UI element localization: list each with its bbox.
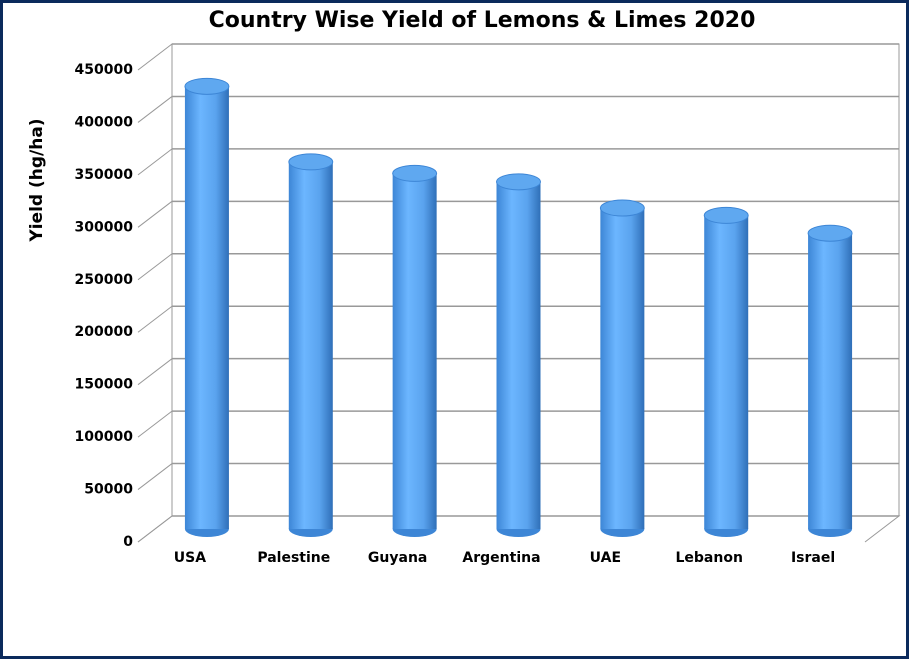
chart-title: Country Wise Yield of Lemons & Limes 202… [209, 8, 756, 33]
bar [288, 161, 333, 529]
bar [496, 181, 541, 529]
bar-top [392, 164, 438, 182]
grid-line-side [137, 515, 173, 543]
bar [184, 86, 229, 529]
x-tick-label: USA [174, 550, 206, 566]
y-tick-label: 0 [123, 534, 133, 550]
y-tick-label: 250000 [75, 272, 134, 288]
y-tick-label: 50000 [84, 482, 133, 498]
y-tick-label: 100000 [75, 429, 134, 445]
x-tick-label: Argentina [462, 550, 540, 566]
grid-line-side [137, 305, 173, 333]
grid-line-side [137, 43, 173, 71]
y-tick-label: 400000 [75, 114, 134, 130]
y-tick-label: 350000 [75, 167, 134, 183]
grid-line-side [137, 410, 173, 438]
y-tick-label: 300000 [75, 219, 134, 235]
bar-top [703, 206, 749, 224]
bar [704, 215, 749, 530]
grid-line-side [137, 96, 173, 123]
x-tick-label: Lebanon [675, 550, 742, 566]
bar [392, 173, 437, 529]
bar-top [288, 153, 334, 171]
y-tick-label: 450000 [75, 62, 134, 78]
y-axis-label: Yield (hg/ha) [27, 118, 47, 242]
grid-line-side [137, 148, 173, 176]
bar-top [807, 224, 853, 242]
x-tick-label: UAE [590, 550, 621, 566]
bar-top [184, 77, 230, 95]
grid-line-side [137, 463, 173, 490]
bar [600, 208, 645, 530]
bar-top [496, 173, 541, 191]
bar [808, 233, 853, 530]
grid-line-side [137, 253, 173, 281]
x-tick-label: Guyana [368, 550, 427, 566]
y-tick-label: 200000 [75, 324, 134, 340]
y-tick-label: 150000 [75, 377, 134, 393]
grid-line-side [137, 358, 173, 386]
x-tick-label: Israel [791, 550, 835, 566]
x-tick-label: Palestine [257, 550, 330, 566]
bar-top [599, 199, 645, 217]
grid-line-side [137, 200, 173, 228]
